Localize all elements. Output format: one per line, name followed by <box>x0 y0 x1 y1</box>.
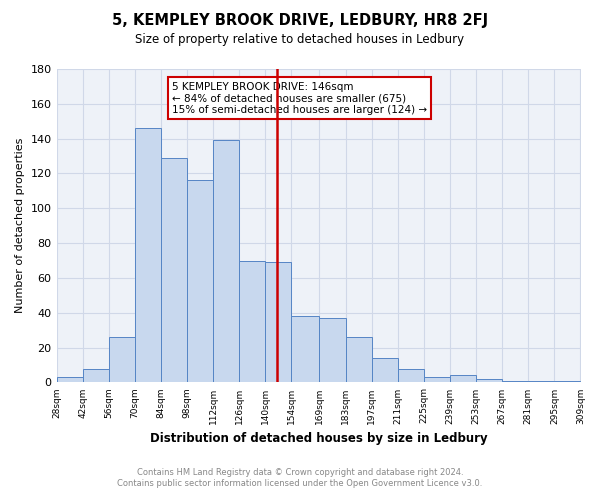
X-axis label: Distribution of detached houses by size in Ledbury: Distribution of detached houses by size … <box>150 432 487 445</box>
Bar <box>56 377 83 382</box>
Y-axis label: Number of detached properties: Number of detached properties <box>15 138 25 314</box>
Bar <box>265 262 292 382</box>
Bar <box>83 368 109 382</box>
Bar <box>450 376 476 382</box>
Bar <box>398 368 424 382</box>
Bar <box>346 337 371 382</box>
Text: 5, KEMPLEY BROOK DRIVE, LEDBURY, HR8 2FJ: 5, KEMPLEY BROOK DRIVE, LEDBURY, HR8 2FJ <box>112 12 488 28</box>
Bar <box>239 260 265 382</box>
Bar <box>319 318 346 382</box>
Bar <box>187 180 213 382</box>
Bar <box>109 337 135 382</box>
Bar <box>135 128 161 382</box>
Bar <box>161 158 187 382</box>
Bar <box>371 358 398 382</box>
Text: Contains HM Land Registry data © Crown copyright and database right 2024.
Contai: Contains HM Land Registry data © Crown c… <box>118 468 482 487</box>
Bar <box>476 379 502 382</box>
Bar <box>502 380 528 382</box>
Bar <box>424 377 450 382</box>
Bar <box>292 316 319 382</box>
Bar <box>554 380 580 382</box>
Bar <box>213 140 239 382</box>
Bar <box>528 380 554 382</box>
Text: Size of property relative to detached houses in Ledbury: Size of property relative to detached ho… <box>136 32 464 46</box>
Text: 5 KEMPLEY BROOK DRIVE: 146sqm
← 84% of detached houses are smaller (675)
15% of : 5 KEMPLEY BROOK DRIVE: 146sqm ← 84% of d… <box>172 82 427 114</box>
